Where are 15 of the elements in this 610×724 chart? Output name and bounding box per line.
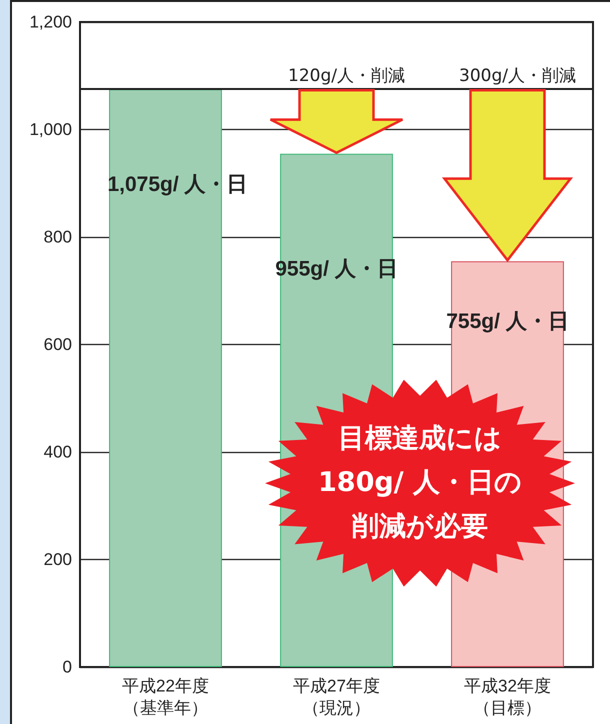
annotation: 120g/人・削減 (288, 65, 405, 88)
y-tick-label: 800 (44, 228, 72, 246)
x-tick-label: 平成27年度（現況） (293, 676, 380, 718)
y-tick-label: 1,200 (29, 12, 72, 32)
y-tick-label: 0 (62, 658, 72, 676)
y-tick-label: 1,000 (29, 120, 72, 139)
y-tick-label: 600 (44, 335, 72, 354)
x-tick-label: 平成32年度（目標） (464, 676, 551, 718)
y-tick-label: 200 (44, 550, 72, 569)
annotation: 目標達成には180g/ 人・日の削減が必要 (318, 422, 522, 544)
x-tick-label: 平成22年度（基準年） (122, 676, 209, 718)
annotation: 300g/人・削減 (459, 65, 576, 88)
data-label: 755g/ 人・日 (446, 310, 569, 334)
y-tick-label: 400 (44, 442, 72, 462)
bar (109, 89, 222, 667)
